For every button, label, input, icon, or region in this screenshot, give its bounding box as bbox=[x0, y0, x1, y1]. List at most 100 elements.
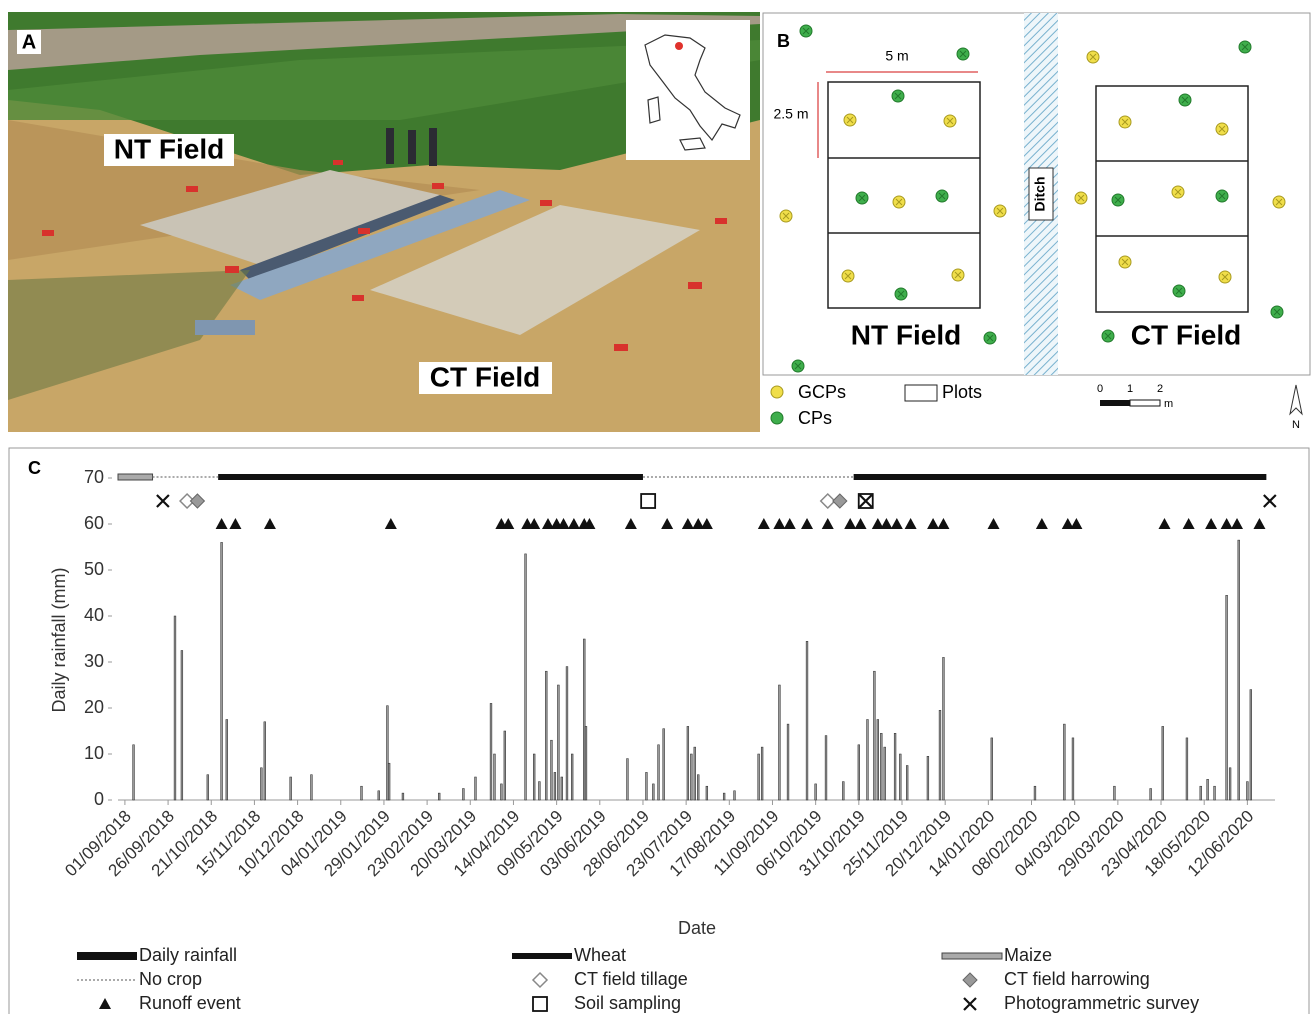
bar bbox=[361, 786, 363, 800]
bar bbox=[494, 754, 496, 800]
bar bbox=[652, 784, 654, 800]
y-tick-label: 70 bbox=[84, 467, 104, 487]
bar bbox=[402, 793, 404, 800]
bar bbox=[181, 651, 183, 801]
bar bbox=[1114, 786, 1116, 800]
legend-label: CPs bbox=[798, 408, 832, 428]
y-tick-label: 30 bbox=[84, 651, 104, 671]
legend-label: GCPs bbox=[798, 382, 846, 402]
bar bbox=[899, 754, 901, 800]
legend-label: Wheat bbox=[574, 945, 626, 965]
tanks bbox=[195, 320, 255, 335]
panel-label: C bbox=[28, 458, 41, 478]
y-tick-label: 60 bbox=[84, 513, 104, 533]
bar bbox=[858, 745, 860, 800]
panel-label: B bbox=[777, 31, 790, 51]
dimension-label: 2.5 m bbox=[773, 106, 808, 122]
dimension-label: 5 m bbox=[885, 48, 908, 64]
bar bbox=[290, 777, 292, 800]
legend-label: CT field harrowing bbox=[1004, 969, 1150, 989]
y-tick-label: 10 bbox=[84, 743, 104, 763]
figure: A NT Field CT Field Ditch B 5 m 2.5 m NT… bbox=[0, 0, 1312, 1014]
bar bbox=[207, 775, 209, 800]
panel-frame bbox=[9, 448, 1309, 1014]
legend-swatch bbox=[905, 385, 937, 401]
bar bbox=[627, 759, 629, 800]
panel-a: A NT Field CT Field bbox=[8, 12, 760, 432]
panel-c: C Daily rainfall (mm) Date 0102030405060… bbox=[9, 448, 1309, 1014]
bar bbox=[943, 657, 945, 800]
scale-unit: m bbox=[1164, 398, 1173, 410]
legend-label: Daily rainfall bbox=[139, 945, 237, 965]
bar bbox=[554, 772, 556, 800]
legend-label: No crop bbox=[139, 969, 202, 989]
bar bbox=[174, 616, 176, 800]
legend-label: Maize bbox=[1004, 945, 1052, 965]
scale-label: 2 bbox=[1157, 383, 1163, 395]
scale-label: 0 bbox=[1097, 383, 1103, 395]
crop-period bbox=[118, 474, 153, 480]
bar bbox=[571, 754, 573, 800]
bar bbox=[1200, 786, 1202, 800]
site-location bbox=[675, 42, 683, 50]
bar bbox=[873, 671, 875, 800]
bar bbox=[825, 736, 827, 800]
legend-swatch bbox=[77, 952, 137, 960]
bar bbox=[906, 766, 908, 801]
bar bbox=[1186, 738, 1188, 800]
bar bbox=[806, 641, 808, 800]
bar bbox=[133, 745, 135, 800]
bar bbox=[877, 720, 879, 801]
bar bbox=[1063, 724, 1065, 800]
legend-label: Photogrammetric survey bbox=[1004, 993, 1199, 1013]
legend-swatch bbox=[771, 412, 783, 424]
y-axis-label: Daily rainfall (mm) bbox=[49, 567, 69, 712]
bar bbox=[1250, 690, 1252, 800]
bar bbox=[694, 747, 696, 800]
bar bbox=[1150, 789, 1152, 801]
bar bbox=[778, 685, 780, 800]
panel-b: Ditch B 5 m 2.5 m NT Field CT Field GCPs… bbox=[763, 13, 1310, 431]
field-label: CT Field bbox=[430, 361, 540, 392]
bar bbox=[1207, 779, 1209, 800]
bar bbox=[787, 724, 789, 800]
north-label: N bbox=[1292, 419, 1300, 431]
bar bbox=[723, 793, 725, 800]
bar bbox=[1229, 768, 1231, 800]
bar bbox=[1226, 595, 1228, 800]
bar bbox=[1034, 786, 1036, 800]
bar bbox=[697, 775, 699, 800]
scale-bar bbox=[1100, 400, 1130, 406]
bar bbox=[1238, 540, 1240, 800]
bar bbox=[706, 786, 708, 800]
bar bbox=[663, 729, 665, 800]
bar bbox=[545, 671, 547, 800]
bar bbox=[939, 710, 941, 800]
x-axis-label: Date bbox=[678, 918, 716, 938]
bar bbox=[690, 754, 692, 800]
ditch-label: Ditch bbox=[1032, 177, 1048, 212]
bar bbox=[842, 782, 844, 800]
bar bbox=[758, 754, 760, 800]
bar bbox=[533, 754, 535, 800]
bar bbox=[538, 782, 540, 800]
legend-label: CT field tillage bbox=[574, 969, 688, 989]
bar bbox=[388, 763, 390, 800]
bar bbox=[221, 542, 223, 800]
bar bbox=[264, 722, 266, 800]
bar bbox=[1072, 738, 1074, 800]
bar bbox=[894, 733, 896, 800]
bar bbox=[1246, 782, 1248, 800]
y-tick-label: 0 bbox=[94, 789, 104, 809]
bar bbox=[646, 772, 648, 800]
bar bbox=[500, 784, 502, 800]
bar bbox=[378, 791, 380, 800]
bar bbox=[490, 703, 492, 800]
bar bbox=[226, 720, 228, 801]
bar bbox=[438, 793, 440, 800]
bar bbox=[557, 685, 559, 800]
north-arrow bbox=[1290, 385, 1302, 414]
bar bbox=[585, 726, 587, 800]
bar bbox=[927, 756, 929, 800]
legend-label: Soil sampling bbox=[574, 993, 681, 1013]
